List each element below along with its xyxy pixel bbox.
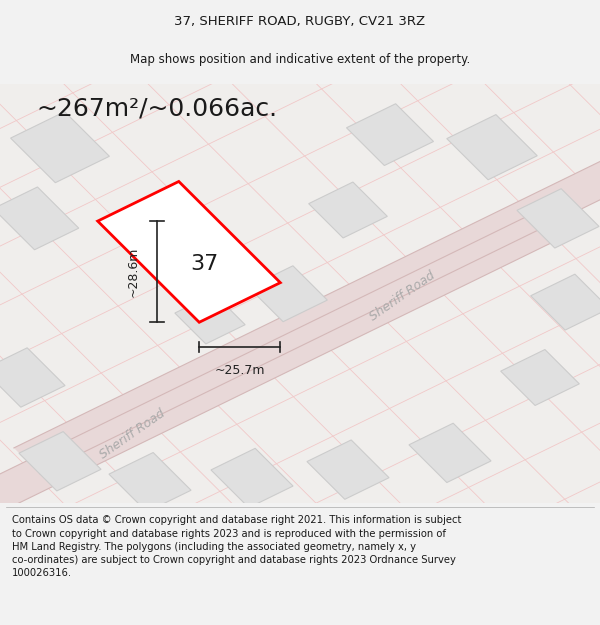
- Polygon shape: [175, 294, 245, 344]
- Text: 37, SHERIFF ROAD, RUGBY, CV21 3RZ: 37, SHERIFF ROAD, RUGBY, CV21 3RZ: [175, 14, 425, 28]
- Text: ~25.7m: ~25.7m: [215, 364, 265, 377]
- Polygon shape: [517, 189, 599, 248]
- Polygon shape: [98, 181, 280, 322]
- Text: Sheriff Road: Sheriff Road: [97, 407, 167, 461]
- Polygon shape: [409, 423, 491, 483]
- Text: ~28.6m: ~28.6m: [127, 246, 140, 297]
- Polygon shape: [308, 182, 388, 238]
- Text: 37: 37: [190, 254, 218, 274]
- Text: Contains OS data © Crown copyright and database right 2021. This information is : Contains OS data © Crown copyright and d…: [12, 515, 461, 578]
- Polygon shape: [14, 64, 600, 474]
- Polygon shape: [500, 349, 580, 406]
- Polygon shape: [307, 440, 389, 499]
- Polygon shape: [346, 104, 434, 166]
- Polygon shape: [109, 452, 191, 512]
- Text: ~267m²/~0.066ac.: ~267m²/~0.066ac.: [36, 97, 277, 121]
- Polygon shape: [0, 187, 79, 250]
- Polygon shape: [211, 448, 293, 508]
- Polygon shape: [11, 112, 109, 182]
- Polygon shape: [19, 432, 101, 491]
- Polygon shape: [447, 114, 537, 180]
- Text: Sheriff Road: Sheriff Road: [367, 269, 437, 323]
- Polygon shape: [0, 206, 574, 616]
- Polygon shape: [530, 274, 600, 330]
- Polygon shape: [248, 266, 328, 322]
- Text: Map shows position and indicative extent of the property.: Map shows position and indicative extent…: [130, 52, 470, 66]
- Polygon shape: [0, 348, 65, 407]
